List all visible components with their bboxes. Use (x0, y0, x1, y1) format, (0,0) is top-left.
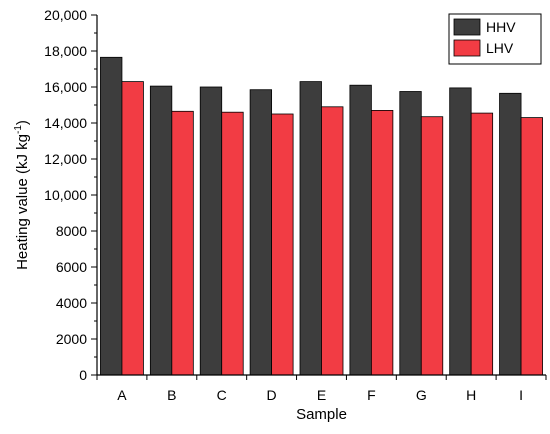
bar-lhv-a (121, 81, 144, 376)
legend: HHV LHV (448, 13, 542, 65)
bar-lhv-i (520, 117, 543, 376)
x-tick-label-d: D (267, 387, 277, 403)
y-tick-label: 16,000 (44, 79, 87, 95)
y-axis-title-main: Heating value (kJ kg (14, 134, 31, 270)
x-tick-label-a: A (117, 387, 127, 403)
x-tick-label-g: G (416, 387, 427, 403)
x-tick-label-h: H (466, 387, 476, 403)
y-axis-title-close: ) (14, 120, 31, 125)
bar-lhv-f (370, 110, 394, 376)
bar-hhv-i (499, 92, 522, 376)
bar-hhv-g (399, 91, 422, 376)
legend-swatch-hhv (453, 18, 481, 36)
legend-label-hhv: HHV (486, 19, 516, 35)
bar-lhv-h (470, 112, 494, 376)
y-tick-label: 14,000 (44, 115, 87, 131)
legend-label-lhv: LHV (486, 40, 514, 56)
y-tick-label: 10,000 (44, 187, 87, 203)
x-tick-label-i: I (519, 387, 523, 403)
bar-hhv-c (199, 86, 223, 376)
bar-lhv-g (420, 116, 444, 376)
y-axis-title-superscript: -1 (13, 125, 24, 134)
y-tick-label: 0 (79, 367, 87, 383)
y-tick-label: 18,000 (44, 43, 87, 59)
bar-hhv-e (299, 81, 322, 376)
bar-hhv-b (149, 85, 173, 376)
bar-lhv-c (221, 111, 244, 376)
y-tick-label: 4000 (56, 295, 87, 311)
bar-hhv-f (349, 84, 372, 376)
bar-lhv-d (271, 113, 294, 376)
bar-lhv-e (321, 106, 344, 376)
bars-group (100, 56, 543, 376)
x-axis-title: Sample (296, 406, 347, 423)
y-axis-title: Heating value (kJ kg-1) (13, 120, 31, 270)
y-tick-label: 12,000 (44, 151, 87, 167)
bar-hhv-d (249, 89, 273, 376)
x-tick-label-c: C (217, 387, 227, 403)
y-tick-label: 8000 (56, 223, 87, 239)
y-tick-label: 20,000 (44, 7, 87, 23)
legend-swatch-lhv (453, 39, 481, 57)
bar-hhv-h (449, 87, 472, 376)
x-tick-label-f: F (367, 387, 376, 403)
y-tick-label: 6000 (56, 259, 87, 275)
ticks-group (91, 14, 547, 380)
x-tick-label-e: E (317, 387, 326, 403)
bar-lhv-b (171, 110, 194, 376)
x-tick-label-b: B (167, 387, 176, 403)
bar-hhv-a (100, 56, 123, 376)
y-tick-label: 2000 (56, 331, 87, 347)
tick-labels-group: 0 2000 4000 6000 8000 10,000 12,000 14,000 16,00… (44, 7, 523, 403)
